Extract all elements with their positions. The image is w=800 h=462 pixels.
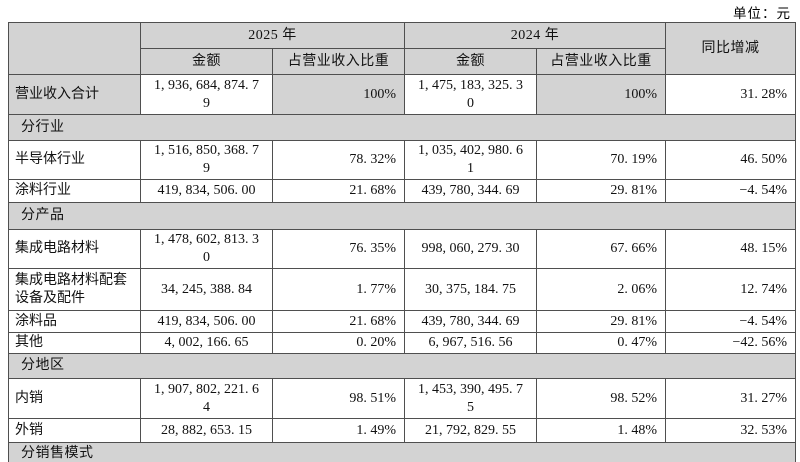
row-label-cell: 半导体行业 [8,140,141,180]
yoy-cell: −4. 54% [665,310,796,333]
row-label-cell: 外销 [8,418,141,443]
section-label-cell: 分销售模式 [8,442,796,462]
ratio-2025-cell: 1. 77% [272,268,405,311]
ratio-2024-cell: 67. 66% [536,229,666,269]
ratio-2025-cell: 98. 51% [272,378,405,419]
yoy-header: 同比增减 [665,22,796,75]
amount-2025-cell: 1, 478, 602, 813. 30 [140,229,273,269]
yoy-cell: 46. 50% [665,140,796,180]
year-2024-header: 2024 年 [404,22,666,49]
section-row-product: 分产品 [8,202,796,230]
table-row-coating-industry: 涂料行业 419, 834, 506. 00 21. 68% 439, 780,… [8,179,796,203]
row-label-cell: 涂料行业 [8,179,141,203]
section-label-cell: 分产品 [8,202,796,230]
yoy-cell: 31. 27% [665,378,796,419]
amount-2025-cell: 1, 516, 850, 368. 79 [140,140,273,180]
yoy-cell: 48. 15% [665,229,796,269]
amount-2025-cell: 28, 882, 653. 15 [140,418,273,443]
ratio-2024-cell: 29. 81% [536,310,666,333]
table-row-ic-equipment: 集成电路材料配套设备及配件 34, 245, 388. 84 1. 77% 30… [8,268,796,311]
amount-2024-cell: 1, 453, 390, 495. 75 [404,378,537,419]
ratio-2025-cell: 21. 68% [272,179,405,203]
amount-2025-cell: 34, 245, 388. 84 [140,268,273,311]
table-row-coating-products: 涂料品 419, 834, 506. 00 21. 68% 439, 780, … [8,310,796,333]
section-label-cell: 分行业 [8,114,796,141]
section-row-region: 分地区 [8,353,796,379]
table-row-export: 外销 28, 882, 653. 15 1. 49% 21, 792, 829.… [8,418,796,443]
amount-2025-cell: 1, 936, 684, 874. 79 [140,74,273,115]
yoy-cell: −4. 54% [665,179,796,203]
row-label-cell: 营业收入合计 [8,74,141,115]
row-label-cell: 涂料品 [8,310,141,333]
amount-2024-header: 金额 [404,48,537,75]
ratio-2024-cell: 1. 48% [536,418,666,443]
header-row-metrics: 金额 占营业收入比重 金额 占营业收入比重 [9,48,796,75]
amount-2024-cell: 21, 792, 829. 55 [404,418,537,443]
ratio-2024-cell: 100% [536,74,666,115]
section-row-industry: 分行业 [8,114,796,141]
amount-2024-cell: 439, 780, 344. 69 [404,310,537,333]
yoy-cell: 12. 74% [665,268,796,311]
ratio-2025-cell: 1. 49% [272,418,405,443]
amount-2024-cell: 998, 060, 279. 30 [404,229,537,269]
ratio-2025-header: 占营业收入比重 [272,48,405,75]
row-label-cell: 内销 [8,378,141,419]
amount-2025-cell: 419, 834, 506. 00 [140,310,273,333]
ratio-2025-cell: 78. 32% [272,140,405,180]
table-row-total-revenue: 营业收入合计 1, 936, 684, 874. 79 100% 1, 475,… [8,74,796,115]
ratio-2025-cell: 100% [272,74,405,115]
amount-2025-cell: 4, 002, 166. 65 [140,332,273,354]
revenue-table: 2025 年 2024 年 同比增减 金额 占营业收入比重 金额 占营业收入比重… [8,22,796,462]
row-label-cell: 集成电路材料配套设备及配件 [8,268,141,311]
table-row-domestic: 内销 1, 907, 802, 221. 64 98. 51% 1, 453, … [8,378,796,419]
yoy-cell: −42. 56% [665,332,796,354]
row-label-cell: 集成电路材料 [8,229,141,269]
ratio-2024-cell: 70. 19% [536,140,666,180]
ratio-2024-cell: 29. 81% [536,179,666,203]
amount-2025-header: 金额 [140,48,273,75]
table-row-ic-materials: 集成电路材料 1, 478, 602, 813. 30 76. 35% 998,… [8,229,796,269]
row-label-cell: 其他 [8,332,141,354]
ratio-2024-cell: 98. 52% [536,378,666,419]
section-label-cell: 分地区 [8,353,796,379]
corner-cell [8,22,141,75]
table-row-other: 其他 4, 002, 166. 65 0. 20% 6, 967, 516. 5… [8,332,796,354]
amount-2024-cell: 1, 475, 183, 325. 30 [404,74,537,115]
amount-2025-cell: 419, 834, 506. 00 [140,179,273,203]
unit-label: 单位：元 [733,6,791,21]
yoy-cell: 31. 28% [665,74,796,115]
amount-2024-cell: 30, 375, 184. 75 [404,268,537,311]
yoy-cell: 32. 53% [665,418,796,443]
ratio-2024-cell: 0. 47% [536,332,666,354]
amount-2024-cell: 6, 967, 516. 56 [404,332,537,354]
ratio-2024-header: 占营业收入比重 [536,48,666,75]
amount-2025-cell: 1, 907, 802, 221. 64 [140,378,273,419]
section-row-sales-model: 分销售模式 [8,442,796,462]
year-2025-header: 2025 年 [140,22,405,49]
amount-2024-cell: 1, 035, 402, 980. 61 [404,140,537,180]
table-row-semiconductor: 半导体行业 1, 516, 850, 368. 79 78. 32% 1, 03… [8,140,796,180]
ratio-2025-cell: 21. 68% [272,310,405,333]
ratio-2025-cell: 0. 20% [272,332,405,354]
header-row-years: 2025 年 2024 年 同比增减 [8,22,796,75]
ratio-2024-cell: 2. 06% [536,268,666,311]
amount-2024-cell: 439, 780, 344. 69 [404,179,537,203]
ratio-2025-cell: 76. 35% [272,229,405,269]
